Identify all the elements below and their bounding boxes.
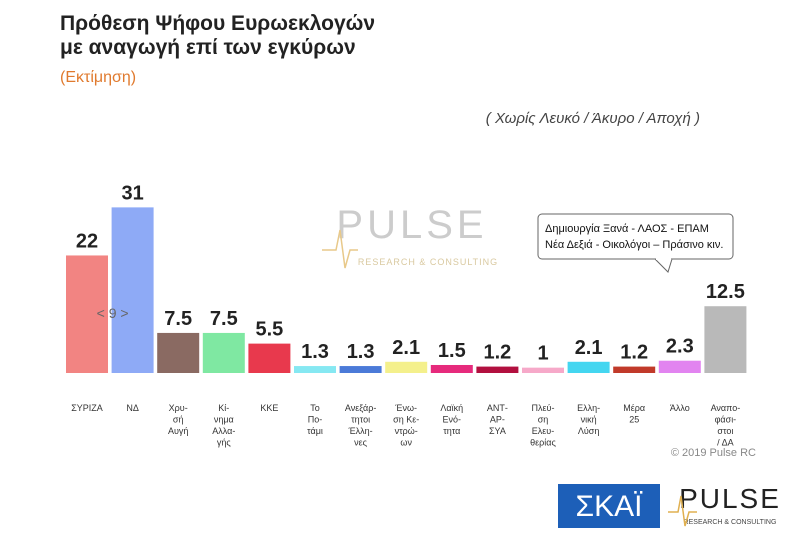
watermark-sub: RESEARCH & CONSULTING — [358, 257, 498, 267]
bar — [248, 343, 291, 373]
value-label: 2.1 — [575, 337, 603, 359]
value-label: 1.2 — [620, 342, 648, 364]
x-tick-label: Ελλη-νική Λύση — [577, 403, 600, 436]
x-tick-label: ΑΝΤ-ΑΡ-ΣΥΑ — [487, 403, 508, 436]
logo-right-icon — [668, 495, 697, 527]
value-label: 31 — [121, 182, 143, 204]
x-tick-label: Το Πο-τάμι — [307, 403, 323, 436]
value-label: 2.3 — [666, 336, 694, 358]
bar — [111, 207, 154, 373]
logo-right: PULSE — [679, 483, 781, 514]
x-tick-label: Ανεξάρ-τητοι Έλλη-νες — [345, 403, 376, 448]
bar — [157, 332, 200, 373]
logo-right-sub: RESEARCH & CONSULTING — [684, 519, 777, 526]
value-label: 1.3 — [347, 341, 375, 363]
bar — [522, 367, 564, 373]
value-label: 1.5 — [438, 340, 466, 362]
x-tick-label: Άλλο — [670, 403, 690, 413]
bar — [658, 360, 701, 373]
bar — [339, 366, 382, 373]
value-label: 12.5 — [706, 281, 745, 303]
logo-left: ΣΚΑΪ — [576, 490, 644, 523]
annotation: Δημιουργία Ξανά - ΛΑΟΣ - ΕΠΑΜ Νέα Δεξιά -… — [545, 223, 723, 251]
value-label: 1.2 — [483, 342, 511, 364]
value-label: 7.5 — [210, 308, 238, 330]
x-tick-label: Μέρα 25 — [623, 403, 645, 425]
value-label: 7.5 — [164, 308, 192, 330]
bar — [430, 364, 473, 373]
gap-label: < 9 > — [97, 305, 129, 321]
value-label: 5.5 — [255, 319, 283, 341]
x-tick-label: Ένω-ση Κε-ντρώ-ων — [393, 403, 419, 448]
x-tick-label: Λαϊκή Ενό-τητα — [440, 403, 463, 436]
bar — [476, 366, 519, 373]
bar — [704, 306, 747, 373]
watermark-icon — [322, 229, 358, 269]
chart-subtitle: (Εκτίμηση) — [60, 69, 136, 86]
x-tick-label: Πλεύ-ση Ελευ-θερίας — [530, 403, 556, 448]
chart-title: Πρόθεση Ψήφου Ευρωεκλογών με αναγωγή επί … — [60, 12, 375, 59]
watermark: PULSE — [336, 203, 487, 247]
x-tick-label: ΣΥΡΙΖΑ — [71, 403, 103, 413]
x-tick-label: Κί-νημα Αλλα-γής — [212, 403, 235, 448]
x-tick-label: ΝΔ — [126, 403, 139, 413]
logo-left-bg — [558, 484, 660, 528]
annotation-pointer — [654, 258, 673, 273]
bar — [567, 361, 610, 373]
annotation-box — [537, 213, 734, 260]
bar — [202, 332, 245, 373]
value-label: 2.1 — [392, 337, 420, 359]
x-tick-label: Αναπο-φάσι-στοι / ΔΑ — [711, 403, 741, 448]
annotation-pointer-cover — [656, 257, 671, 260]
value-label: 1 — [537, 343, 548, 365]
bar — [385, 361, 428, 373]
note: ( Χωρίς Λευκό / Άκυρο / Αποχή ) — [486, 110, 700, 127]
x-tick-label: ΚΚΕ — [260, 403, 278, 413]
bar — [294, 366, 336, 373]
bar — [613, 366, 656, 373]
x-tick-label: Χρυ-σή Αυγή — [168, 403, 188, 436]
copyright: © 2019 Pulse RC — [671, 447, 756, 459]
value-label: 22 — [76, 230, 98, 252]
value-label: 1.3 — [301, 341, 329, 363]
bar — [66, 255, 108, 373]
